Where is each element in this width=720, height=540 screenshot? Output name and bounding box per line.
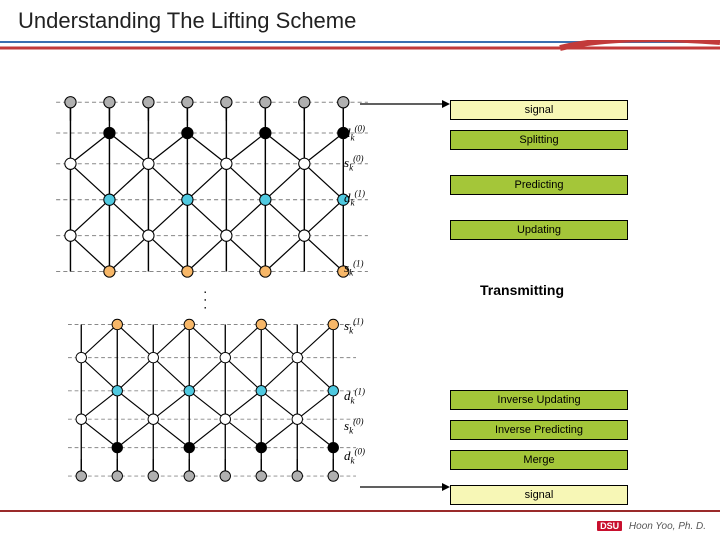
footer-author: DSU Hoon Yoo, Ph. D.	[597, 521, 706, 532]
stage-box: signal	[450, 485, 628, 505]
page-title: Understanding The Lifting Scheme	[0, 8, 720, 34]
title-underline	[0, 40, 720, 58]
inverse-lifting-diagram	[54, 315, 370, 495]
stage-box: signal	[450, 100, 628, 120]
transmitting-label: Transmitting	[480, 282, 564, 298]
stage-box: Splitting	[450, 130, 628, 150]
stage-box: Merge	[450, 450, 628, 470]
stage-box: Inverse Updating	[450, 390, 628, 410]
forward-lifting-diagram	[54, 92, 370, 292]
ellipsis: . . .	[202, 290, 218, 309]
math-label: sk(1)	[344, 317, 364, 336]
math-label: sk(0)	[344, 417, 364, 436]
footer-divider	[0, 510, 720, 512]
math-label: sk(1)	[344, 259, 364, 278]
stage-box: Updating	[450, 220, 628, 240]
math-label: sk(0)	[344, 154, 364, 173]
arrow-bottom	[360, 479, 452, 495]
arrow-top	[360, 96, 452, 112]
math-label: dk(1)	[344, 387, 365, 406]
math-label: dk(0)	[344, 447, 365, 466]
math-label: dk(1)	[344, 189, 365, 208]
math-label: dk(0)	[344, 124, 365, 143]
stage-box: Inverse Predicting	[450, 420, 628, 440]
dsu-badge: DSU	[597, 521, 622, 531]
footer-text: Hoon Yoo, Ph. D.	[629, 521, 706, 532]
stage-box: Predicting	[450, 175, 628, 195]
